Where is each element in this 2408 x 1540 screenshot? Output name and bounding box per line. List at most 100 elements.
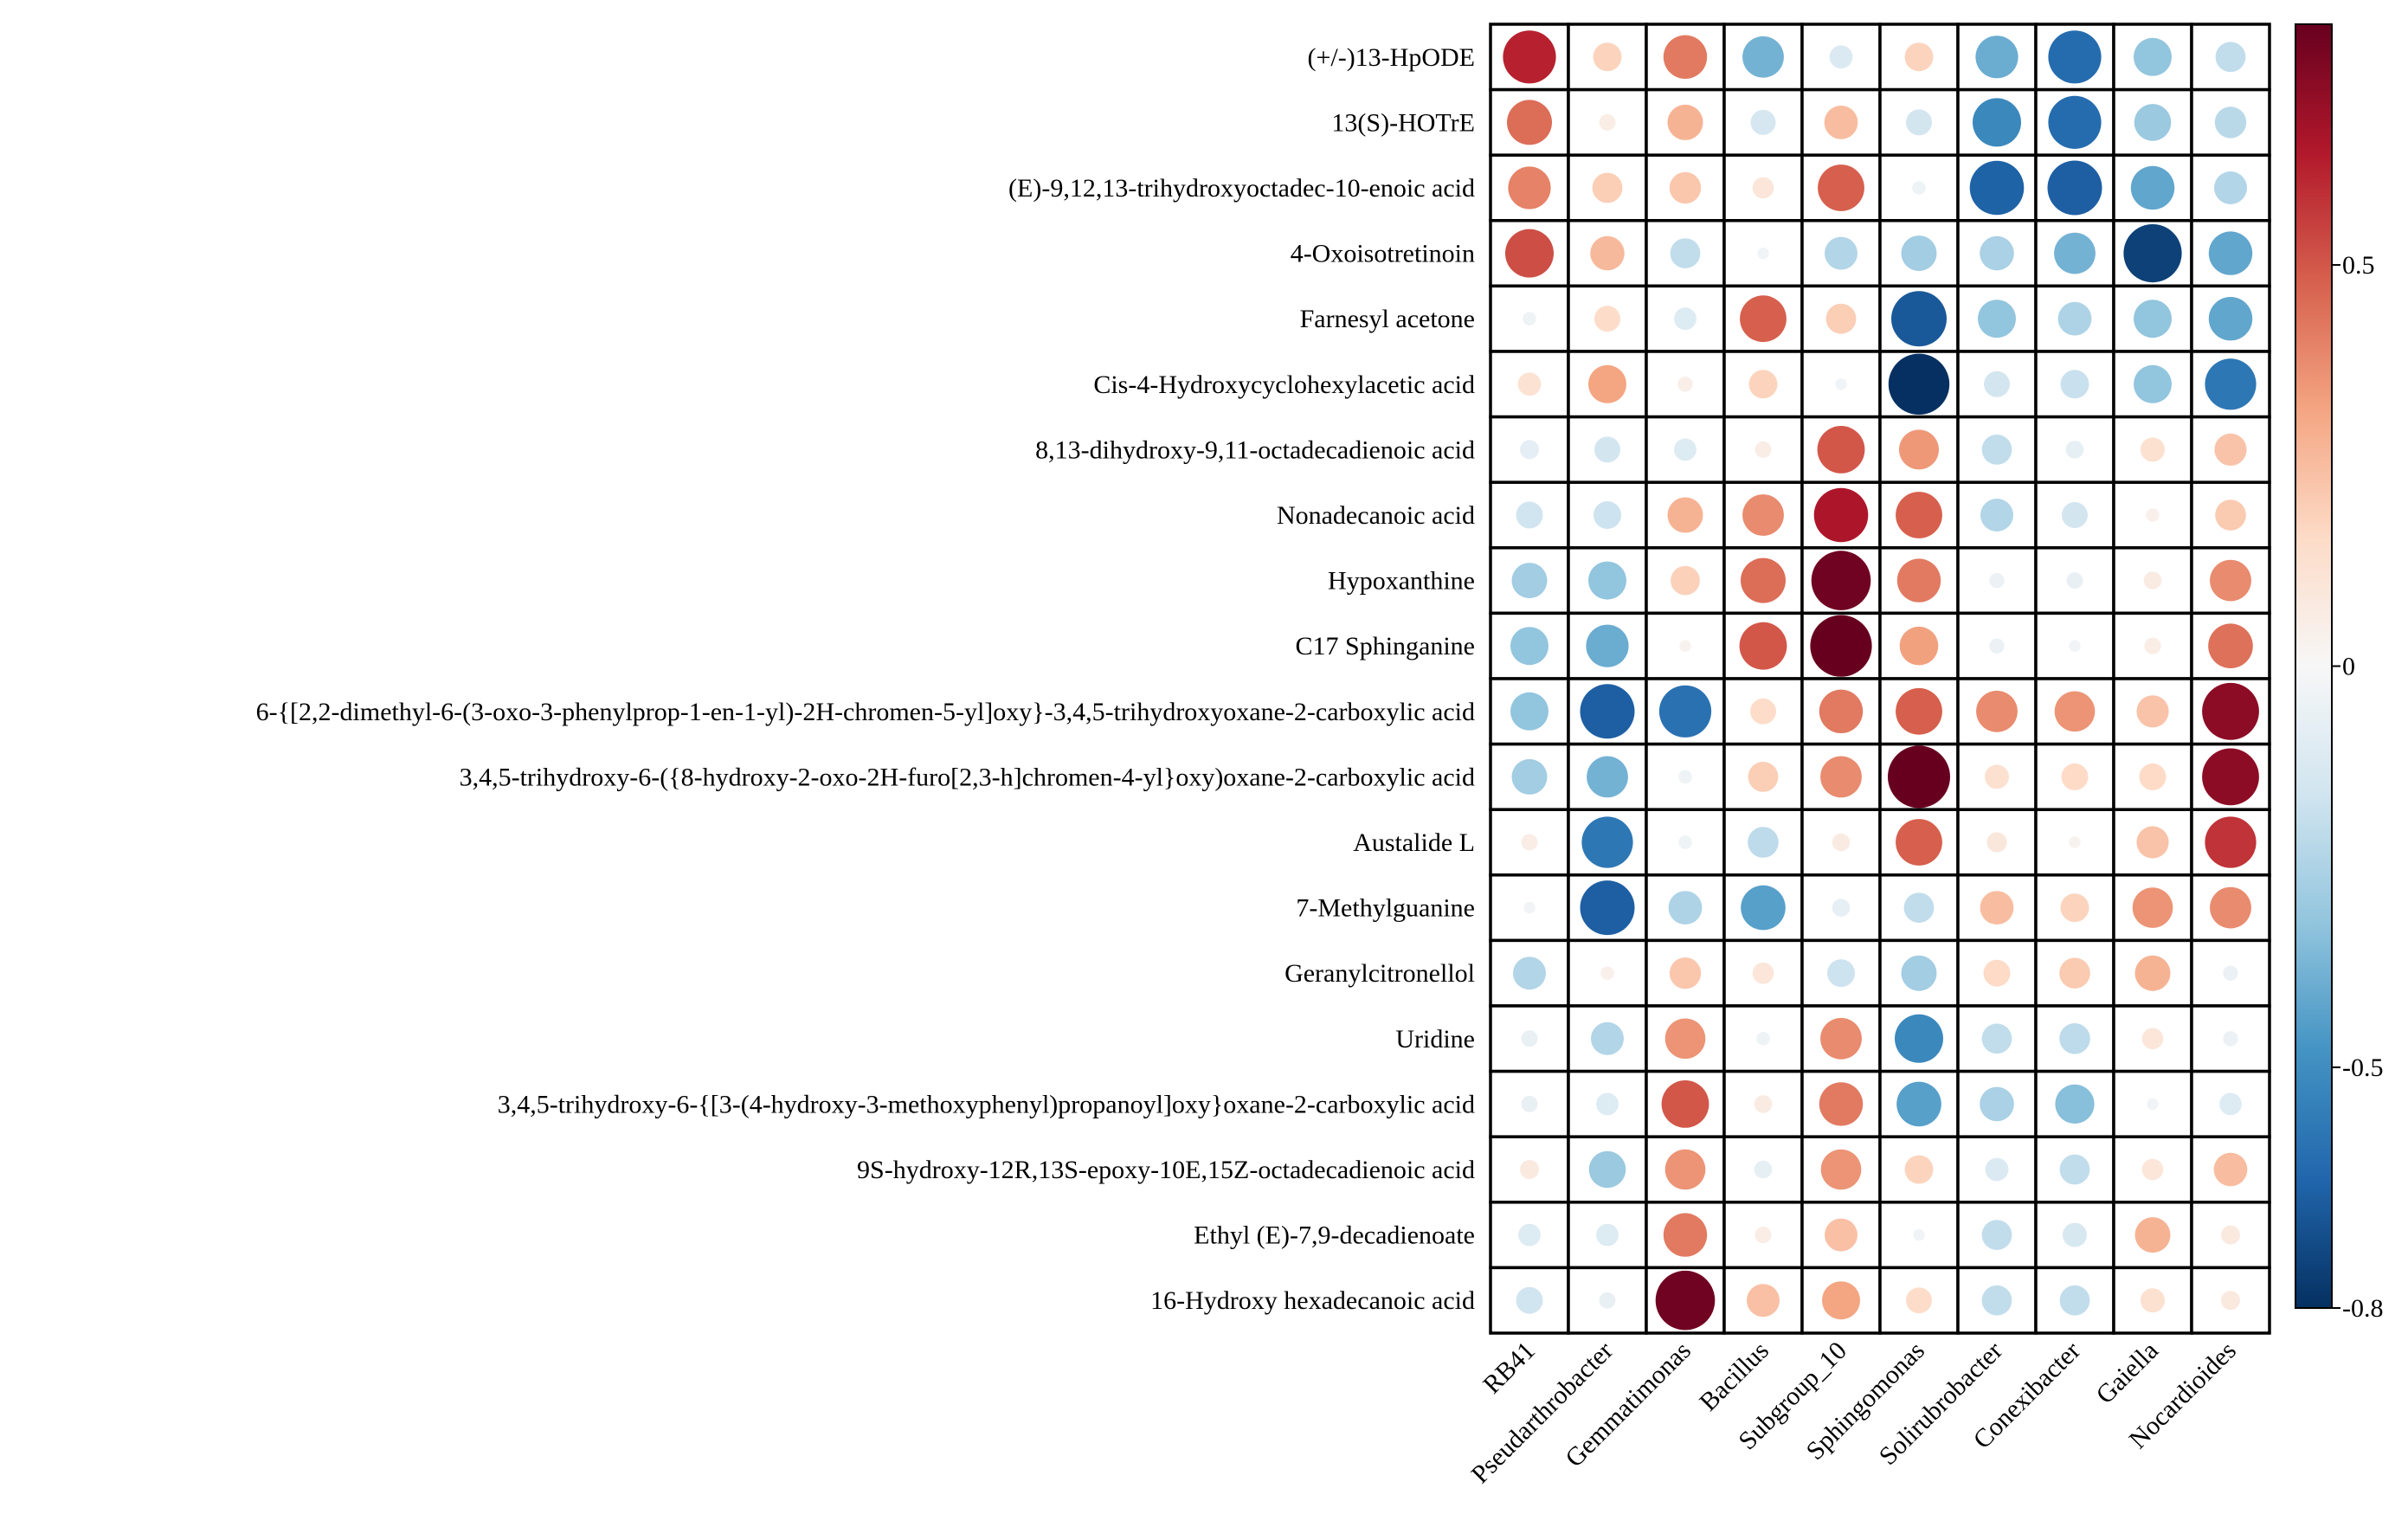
row-label: Nonadecanoic acid xyxy=(1277,501,1475,530)
correlation-bubble xyxy=(1820,1149,1862,1190)
correlation-bubble xyxy=(1741,557,1786,603)
correlation-bubble xyxy=(1587,756,1628,798)
column-label: RB41 xyxy=(1478,1337,1541,1400)
row-label: 16-Hydroxy hexadecanoic acid xyxy=(1150,1286,1475,1315)
correlation-bubble xyxy=(2215,42,2246,73)
correlation-bubble xyxy=(1655,1270,1716,1331)
colorbar: 0.5 0 -0.5 -0.8 xyxy=(2295,23,2384,1323)
correlation-bubble xyxy=(1827,959,1855,988)
correlation-bubble xyxy=(2210,886,2251,929)
correlation-bubble xyxy=(1980,499,2013,532)
correlation-bubble xyxy=(1888,353,1950,415)
correlation-bubble xyxy=(2048,95,2102,149)
row-label: Austalide L xyxy=(1353,828,1475,857)
correlation-bubble xyxy=(1980,891,2014,925)
heatmap-cell xyxy=(1722,87,1804,157)
row-label: 6-{[2,2-dimethyl-6-(3-oxo-3-phenylprop-1… xyxy=(256,698,1475,726)
correlation-bubble xyxy=(1813,487,1869,543)
correlation-bubble xyxy=(1750,698,1776,725)
correlation-bubble xyxy=(1754,1160,1773,1179)
colorbar-tick-label: -0.8 xyxy=(2342,1294,2384,1323)
correlation-bubble xyxy=(2060,893,2089,923)
correlation-bubble xyxy=(1663,35,1708,79)
correlation-bubble xyxy=(1989,572,2005,589)
correlation-bubble xyxy=(1669,957,1702,989)
correlation-bubble xyxy=(1904,42,1934,72)
row-label: Geranylcitronellol xyxy=(1284,959,1475,988)
correlation-bubble xyxy=(1520,1160,1539,1179)
correlation-bubble xyxy=(1748,370,1778,399)
correlation-bubble xyxy=(1661,1080,1709,1128)
correlation-bubble xyxy=(2141,1288,2165,1313)
correlation-bubble xyxy=(2055,1084,2095,1124)
correlation-bubble xyxy=(1674,438,1697,461)
correlation-bubble xyxy=(1594,306,1620,332)
correlation-bubble xyxy=(1896,687,1942,735)
correlation-bubble xyxy=(2202,682,2259,740)
correlation-bubble xyxy=(1824,105,1858,139)
correlation-bubble xyxy=(2054,691,2096,732)
correlation-bubble xyxy=(1599,113,1616,131)
correlation-bubble xyxy=(2221,1225,2240,1245)
correlation-bubble xyxy=(2147,1098,2159,1111)
correlation-bubble xyxy=(1903,892,1935,923)
correlation-bubble xyxy=(2146,508,2160,522)
correlation-bubble xyxy=(2069,836,2081,848)
correlation-bubble xyxy=(1819,689,1864,733)
correlation-bubble xyxy=(2141,437,2165,462)
correlation-bubble xyxy=(2141,1158,2164,1181)
correlation-bubble xyxy=(1901,235,1937,272)
correlation-bubble xyxy=(2059,1023,2090,1054)
correlation-bubble xyxy=(1976,690,2018,732)
correlation-bubble xyxy=(1667,104,1703,140)
correlation-bubble xyxy=(1896,492,1942,538)
correlation-bubble xyxy=(2208,297,2253,341)
correlation-bubble xyxy=(2136,826,2169,859)
correlation-bubble xyxy=(1668,891,1703,925)
correlation-bubble xyxy=(1510,692,1548,731)
correlation-bubble xyxy=(2143,571,2162,590)
correlation-bubble xyxy=(1820,1017,1862,1060)
correlation-bubble xyxy=(1754,441,1772,458)
correlation-bubble xyxy=(1899,429,1939,470)
correlation-bubble xyxy=(1973,98,2021,147)
correlation-bubble xyxy=(1817,426,1865,474)
correlation-bubble xyxy=(1517,372,1542,396)
correlation-bubble xyxy=(1757,247,1769,260)
row-label: Ethyl (E)-7,9-decadienoate xyxy=(1194,1221,1475,1250)
correlation-bubble xyxy=(1969,160,2025,216)
correlation-bubble xyxy=(2048,30,2102,84)
correlation-bubble xyxy=(2208,623,2253,668)
row-label: C17 Sphinganine xyxy=(1296,632,1476,660)
correlation-bubble xyxy=(2139,763,2167,790)
correlation-bubble xyxy=(2134,300,2172,338)
heatmap-cell xyxy=(2190,546,2271,615)
correlation-bubble xyxy=(1586,624,1629,667)
correlation-bubble xyxy=(1580,684,1635,739)
correlation-bubble xyxy=(1981,435,2012,465)
correlation-bubble xyxy=(1752,177,1774,199)
correlation-bubble xyxy=(2202,748,2259,806)
correlation-bubble xyxy=(2141,1028,2164,1050)
correlation-bubble xyxy=(2213,1152,2248,1187)
correlation-bubble xyxy=(1658,685,1712,738)
correlation-bubble xyxy=(1510,627,1548,666)
column-labels: RB41PseudarthrobacterGemmatimonasBacillu… xyxy=(1465,1337,2241,1489)
correlation-bubble xyxy=(1985,1157,2009,1182)
correlation-bubble xyxy=(1904,1155,1934,1184)
row-label: Uridine xyxy=(1395,1025,1475,1054)
colorbar-tick-label: 0 xyxy=(2342,653,2355,681)
heatmap-cell xyxy=(2190,1135,2271,1204)
correlation-bubble xyxy=(1740,295,1787,343)
row-label: Cis-4-Hydroxycyclohexylacetic acid xyxy=(1093,371,1475,399)
row-label: 4-Oxoisotretinoin xyxy=(1291,240,1475,268)
correlation-bubble xyxy=(1513,957,1546,990)
cell-grid xyxy=(1489,23,2271,1335)
correlation-bubble xyxy=(1523,901,1536,914)
correlation-bubble xyxy=(1511,563,1548,599)
column-label: Gaiella xyxy=(2090,1337,2164,1410)
correlation-bubble xyxy=(1822,1281,1860,1320)
correlation-bubble xyxy=(1820,756,1862,798)
correlation-bubble xyxy=(1754,1095,1773,1113)
correlation-bubble xyxy=(2057,301,2092,336)
